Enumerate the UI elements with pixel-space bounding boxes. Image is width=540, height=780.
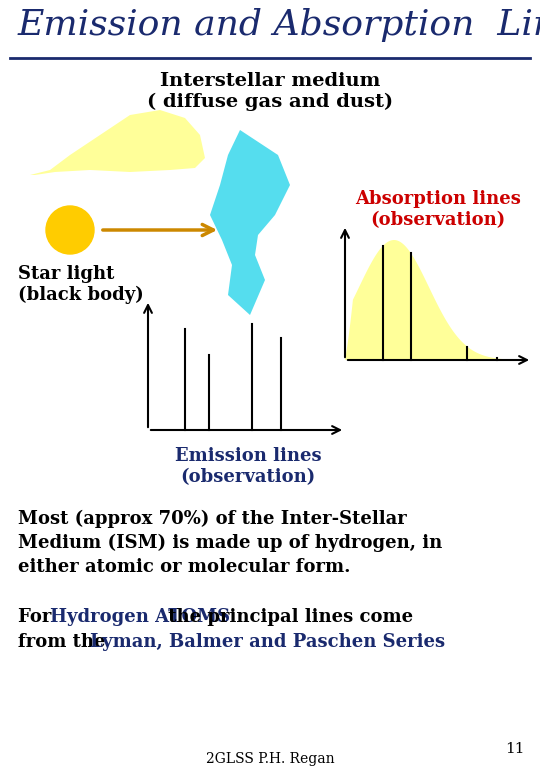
Polygon shape <box>345 240 520 360</box>
Text: Most (approx 70%) of the Inter-Stellar
Medium (ISM) is made up of hydrogen, in
e: Most (approx 70%) of the Inter-Stellar M… <box>18 510 442 576</box>
Text: Hydrogen ATOMS: Hydrogen ATOMS <box>50 608 230 626</box>
Polygon shape <box>210 130 290 315</box>
Text: from the: from the <box>18 633 112 651</box>
Text: the principal lines come: the principal lines come <box>162 608 413 626</box>
Text: Lyman, Balmer and Paschen Series: Lyman, Balmer and Paschen Series <box>90 633 445 651</box>
Polygon shape <box>30 110 205 175</box>
Text: Star light
(black body): Star light (black body) <box>18 265 144 304</box>
Text: Emission lines
(observation): Emission lines (observation) <box>174 447 321 486</box>
Text: 11: 11 <box>505 742 525 756</box>
Text: Interstellar medium
( diffuse gas and dust): Interstellar medium ( diffuse gas and du… <box>147 72 393 111</box>
Text: Absorption lines
(observation): Absorption lines (observation) <box>355 190 521 229</box>
Circle shape <box>46 206 94 254</box>
Text: For: For <box>18 608 58 626</box>
Text: Emission and Absorption  Lines: Emission and Absorption Lines <box>18 8 540 42</box>
Text: 2GLSS P.H. Regan: 2GLSS P.H. Regan <box>206 752 334 766</box>
